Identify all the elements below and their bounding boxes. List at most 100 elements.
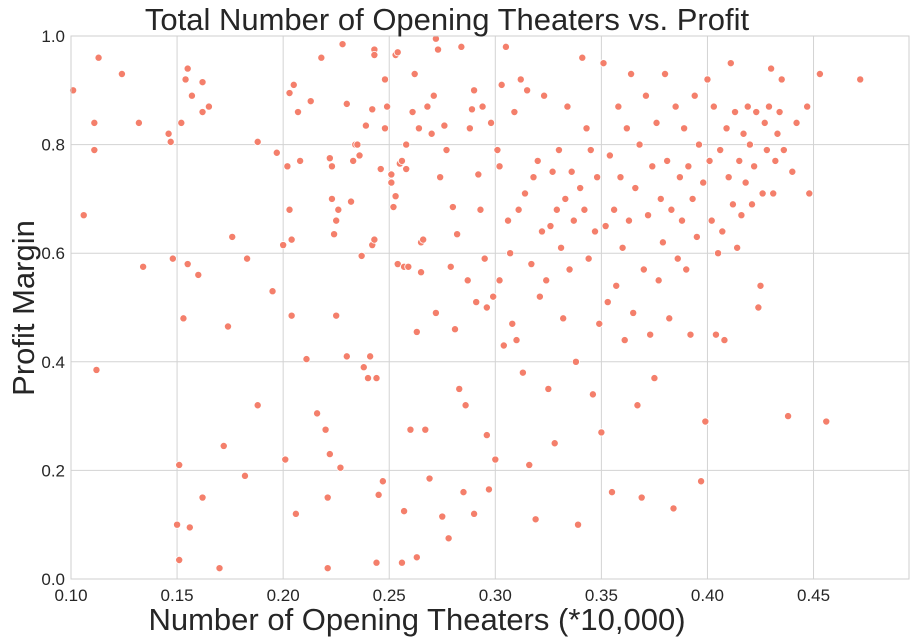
data-point [397, 558, 406, 567]
data-point [771, 156, 780, 165]
data-point [364, 374, 373, 383]
data-point [438, 512, 447, 521]
data-point [187, 91, 196, 100]
data-point [554, 146, 563, 155]
data-point [622, 124, 631, 133]
data-point [752, 108, 761, 117]
data-point [523, 86, 532, 95]
data-point [410, 70, 419, 79]
data-point [614, 102, 623, 111]
data-point [501, 42, 510, 51]
data-point [692, 232, 701, 241]
data-point [699, 178, 708, 187]
data-point [268, 287, 277, 296]
data-point [408, 108, 417, 117]
data-point [450, 325, 459, 334]
data-point [635, 140, 644, 149]
data-point [219, 441, 228, 450]
data-point [294, 108, 303, 117]
data-point [512, 336, 521, 345]
data-point [317, 53, 326, 62]
data-point [639, 265, 648, 274]
data-point [90, 118, 99, 127]
data-point [404, 262, 413, 271]
chart-title: Total Number of Opening Theaters vs. Pro… [145, 2, 750, 37]
data-point [805, 189, 814, 198]
data-point [198, 108, 207, 117]
data-point [546, 222, 555, 231]
data-point [289, 80, 298, 89]
data-point [325, 154, 334, 163]
data-point [731, 108, 740, 117]
data-point [412, 553, 421, 562]
data-point [646, 330, 655, 339]
data-point [682, 265, 691, 274]
data-point [380, 124, 389, 133]
data-point [694, 140, 703, 149]
data-point [656, 194, 665, 203]
data-point [697, 477, 706, 486]
data-point [423, 102, 432, 111]
data-point [705, 156, 714, 165]
data-point [243, 254, 252, 263]
data-point [531, 515, 540, 524]
data-point [605, 151, 614, 160]
data-point [442, 146, 451, 155]
data-point [665, 314, 674, 323]
data-point [703, 75, 712, 84]
data-point [338, 40, 347, 49]
data-point [671, 102, 680, 111]
data-point [658, 238, 667, 247]
x-tick-labels: 0.10 0.15 0.20 0.25 0.30 0.35 0.40 0.45 [54, 586, 830, 605]
data-point [504, 216, 513, 225]
data-point [629, 308, 638, 317]
data-point [179, 314, 188, 323]
data-point [446, 262, 455, 271]
data-point [557, 243, 566, 252]
data-point [714, 249, 723, 258]
data-point [400, 507, 409, 516]
data-point [741, 178, 750, 187]
data-point [627, 70, 636, 79]
data-point [387, 178, 396, 187]
data-point [347, 197, 356, 206]
data-point [372, 374, 381, 383]
data-point [508, 319, 517, 328]
data-point [383, 102, 392, 111]
data-point [370, 235, 379, 244]
data-point [743, 102, 752, 111]
data-point [397, 156, 406, 165]
data-point [402, 165, 411, 174]
data-point [493, 146, 502, 155]
data-point [856, 75, 865, 84]
data-point [688, 194, 697, 203]
data-point [198, 78, 207, 87]
data-point [198, 493, 207, 502]
data-point [758, 189, 767, 198]
data-point [412, 327, 421, 336]
data-point [650, 374, 659, 383]
data-point [803, 102, 812, 111]
data-point [576, 184, 585, 193]
data-point [323, 564, 332, 573]
data-point [279, 241, 288, 250]
data-point [637, 493, 646, 502]
data-point [550, 439, 559, 448]
data-point [482, 303, 491, 312]
y-tick-label: 0.8 [41, 136, 65, 155]
x-tick-label: 0.40 [691, 586, 724, 605]
data-point [334, 205, 343, 214]
data-point [578, 53, 587, 62]
data-point [283, 162, 292, 171]
data-point [559, 314, 568, 323]
data-point [429, 91, 438, 100]
data-point [773, 129, 782, 138]
data-point [484, 485, 493, 494]
data-point [527, 260, 536, 269]
data-point [709, 102, 718, 111]
y-tick-label: 0.0 [41, 570, 65, 589]
plot-frame [70, 35, 910, 580]
data-point [434, 45, 443, 54]
data-point [287, 235, 296, 244]
data-point [417, 268, 426, 277]
